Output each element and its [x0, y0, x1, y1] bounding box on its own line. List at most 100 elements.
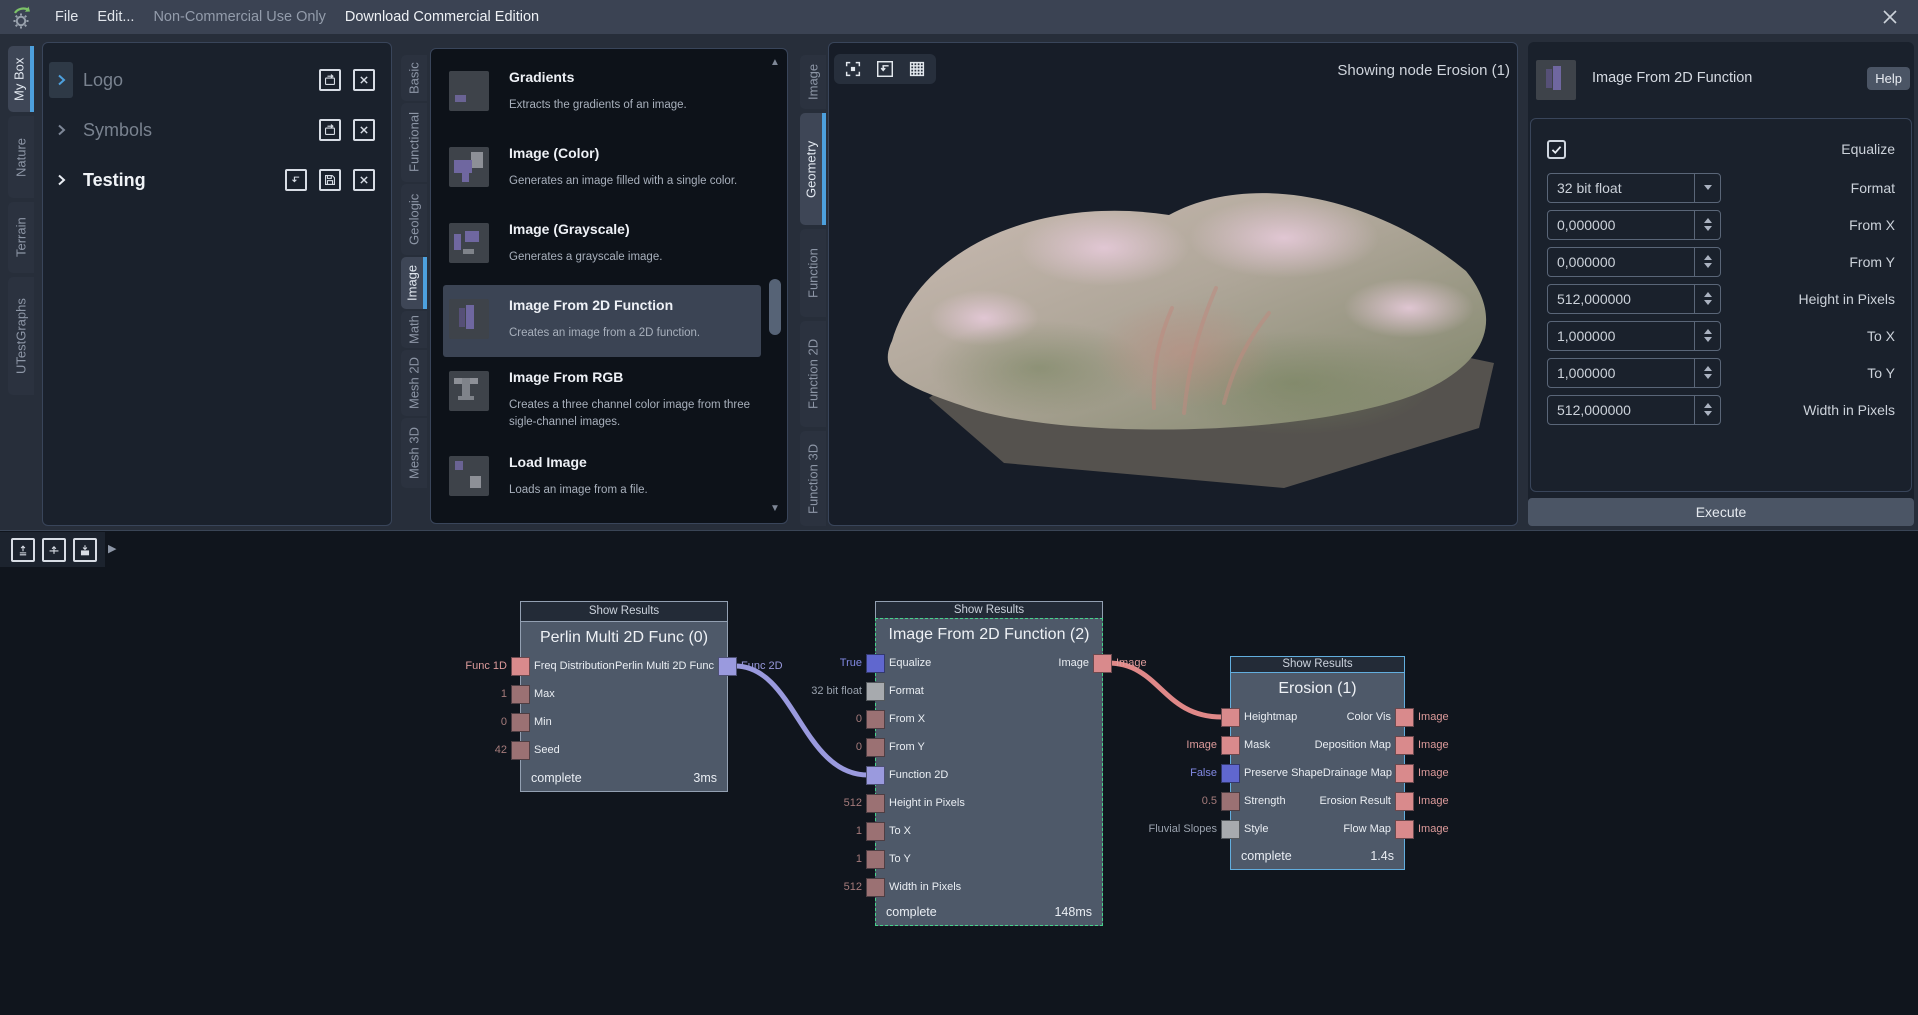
output-port[interactable]	[1395, 792, 1414, 811]
output-port[interactable]	[1395, 736, 1414, 755]
output-port[interactable]	[1093, 654, 1112, 673]
input-port[interactable]	[511, 657, 530, 676]
library-tab-image[interactable]: Image	[401, 257, 427, 309]
library-tab-math[interactable]: Math	[401, 311, 427, 348]
input-port[interactable]	[511, 713, 530, 732]
download-commercial-link[interactable]: Download Commercial Edition	[345, 9, 539, 25]
execute-button[interactable]: Execute	[1528, 498, 1914, 526]
viewport-tab-geometry[interactable]: Geometry	[800, 113, 826, 225]
to-x-input[interactable]: 1,000000	[1547, 321, 1721, 351]
scroll-up-icon[interactable]: ▲	[768, 57, 782, 69]
tab-terrain[interactable]: Terrain	[8, 202, 34, 273]
from-x-input[interactable]: 0,000000	[1547, 210, 1721, 240]
expand-arrow-icon[interactable]: ▶	[108, 537, 124, 561]
return-icon[interactable]	[285, 169, 307, 191]
input-port[interactable]	[1221, 736, 1240, 755]
show-results-button[interactable]: Show Results	[875, 601, 1103, 619]
library-item-image-from-rgb[interactable]: Image From RGB Creates a three channel c…	[443, 357, 761, 442]
toolbox-item-symbols[interactable]: Symbols	[43, 107, 391, 153]
library-tab-functional[interactable]: Functional	[401, 103, 427, 182]
open-in-window-icon[interactable]	[319, 69, 341, 91]
width-in-pixels-input[interactable]: 512,000000	[1547, 395, 1721, 425]
input-port[interactable]	[1221, 764, 1240, 783]
viewport-tab-function[interactable]: Function	[800, 229, 826, 317]
node-row: 0 From X	[876, 705, 1102, 733]
library-scrollbar[interactable]: ▲ ▼	[768, 57, 782, 515]
output-port[interactable]	[1395, 708, 1414, 727]
input-port[interactable]	[1221, 792, 1240, 811]
input-port[interactable]	[866, 822, 885, 841]
input-port[interactable]	[866, 794, 885, 813]
toolbox-item-logo[interactable]: Logo	[43, 57, 391, 103]
grid-icon[interactable]	[906, 58, 928, 80]
show-results-button[interactable]: Show Results	[520, 601, 728, 622]
scroll-down-icon[interactable]: ▼	[768, 503, 782, 515]
reset-view-icon[interactable]	[874, 58, 896, 80]
library-tab-geologic[interactable]: Geologic	[401, 184, 427, 255]
library-item-image-grayscale[interactable]: Image (Grayscale) Generates a grayscale …	[443, 209, 761, 285]
close-icon[interactable]	[353, 119, 375, 141]
library-tab-mesh-3d[interactable]: Mesh 3D	[401, 418, 427, 488]
scrollbar-thumb[interactable]	[769, 279, 781, 335]
library-item-load-image[interactable]: Load Image Loads an image from a file.	[443, 442, 761, 518]
format-dropdown[interactable]: 32 bit float	[1547, 173, 1721, 203]
chevron-right-icon[interactable]	[49, 162, 73, 198]
toolbox-item-testing[interactable]: Testing	[43, 157, 391, 203]
input-label: To X	[889, 825, 911, 837]
spinner-buttons[interactable]	[1694, 396, 1720, 424]
library-item-image-from-2d-function[interactable]: Image From 2D Function Creates an image …	[443, 285, 761, 357]
open-in-window-icon[interactable]	[319, 119, 341, 141]
pack-node-icon[interactable]	[73, 538, 97, 562]
library-tab-mesh-2d[interactable]: Mesh 2D	[401, 350, 427, 416]
save-icon[interactable]	[319, 169, 341, 191]
menu-file[interactable]: File	[55, 9, 78, 25]
chevron-right-icon[interactable]	[49, 62, 73, 98]
export-up-icon[interactable]	[11, 538, 35, 562]
input-port[interactable]	[511, 685, 530, 704]
height-in-pixels-input[interactable]: 512,000000	[1547, 284, 1721, 314]
viewport-3d-canvas[interactable]	[828, 42, 1518, 526]
output-port[interactable]	[1395, 820, 1414, 839]
chevron-down-icon[interactable]	[1694, 174, 1720, 202]
chevron-right-icon[interactable]	[49, 112, 73, 148]
tab-nature[interactable]: Nature	[8, 116, 34, 198]
viewport-tab-image[interactable]: Image	[800, 55, 826, 109]
insert-node-icon[interactable]	[42, 538, 66, 562]
input-port[interactable]	[866, 878, 885, 897]
library-tab-basic[interactable]: Basic	[401, 55, 427, 101]
input-port[interactable]	[1221, 708, 1240, 727]
input-port[interactable]	[866, 682, 885, 701]
menu-edit[interactable]: Edit...	[97, 9, 134, 25]
spinner-buttons[interactable]	[1694, 359, 1720, 387]
output-port[interactable]	[1395, 764, 1414, 783]
input-port[interactable]	[866, 850, 885, 869]
spinner-buttons[interactable]	[1694, 285, 1720, 313]
input-port[interactable]	[1221, 820, 1240, 839]
spinner-buttons[interactable]	[1694, 211, 1720, 239]
input-port[interactable]	[866, 738, 885, 757]
viewport-tab-function-2d[interactable]: Function 2D	[800, 321, 826, 427]
output-port[interactable]	[718, 657, 737, 676]
node-row: 0.5 Strength Erosion Result Image	[1231, 787, 1404, 815]
input-port[interactable]	[511, 741, 530, 760]
to-y-input[interactable]: 1,000000	[1547, 358, 1721, 388]
input-port[interactable]	[866, 710, 885, 729]
help-button[interactable]: Help	[1867, 67, 1910, 90]
fit-view-icon[interactable]	[842, 58, 864, 80]
input-port[interactable]	[866, 654, 885, 673]
node-time: 148ms	[1054, 905, 1092, 919]
tab-my-box[interactable]: My Box	[8, 46, 34, 112]
spinner-buttons[interactable]	[1694, 322, 1720, 350]
from-y-input[interactable]: 0,000000	[1547, 247, 1721, 277]
close-icon[interactable]	[1876, 3, 1904, 31]
viewport-tab-function-3d[interactable]: Function 3D	[800, 431, 826, 526]
library-item-image-color[interactable]: Image (Color) Generates an image filled …	[443, 133, 761, 209]
close-icon[interactable]	[353, 169, 375, 191]
equalize-checkbox[interactable]	[1547, 140, 1566, 159]
library-item-gradients[interactable]: Gradients Extracts the gradients of an i…	[443, 57, 761, 133]
spinner-buttons[interactable]	[1694, 248, 1720, 276]
tab-utestgraphs[interactable]: UTestGraphs	[8, 277, 34, 395]
input-port[interactable]	[866, 766, 885, 785]
close-icon[interactable]	[353, 69, 375, 91]
show-results-button[interactable]: Show Results	[1230, 656, 1405, 673]
